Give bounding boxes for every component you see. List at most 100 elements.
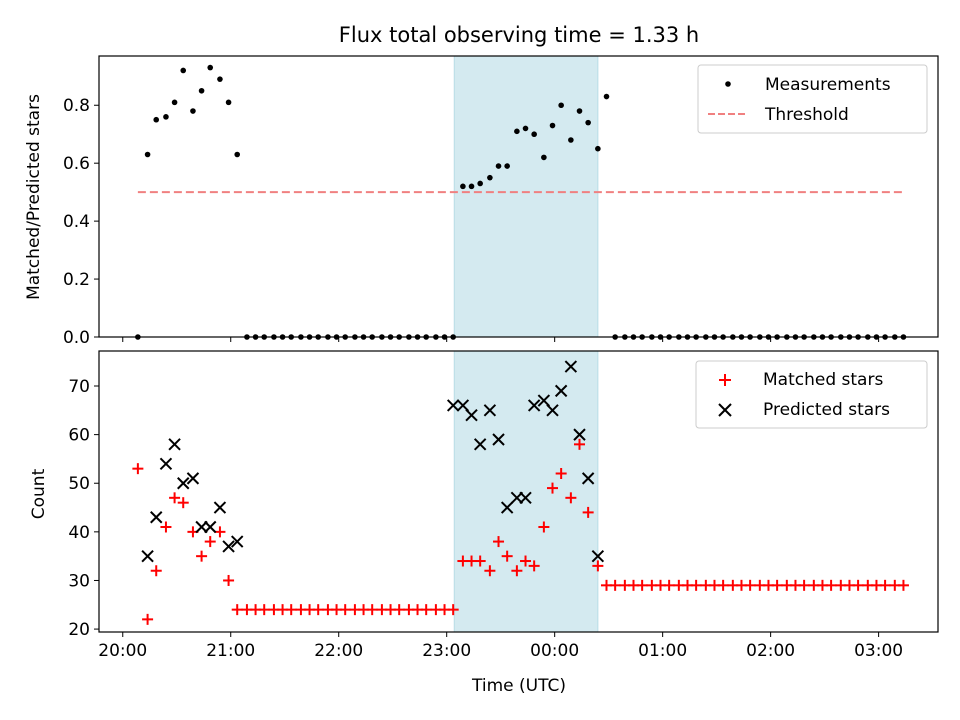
x-tick-label: 00:00 <box>530 641 579 661</box>
matched-star-point <box>825 579 837 591</box>
count-legend-box <box>695 360 928 429</box>
matched-star-point <box>663 579 675 591</box>
predicted-star-point <box>500 501 514 514</box>
y-tick-label: 60 <box>68 426 90 446</box>
predicted-star-point <box>168 438 181 451</box>
predicted-star-point <box>573 428 586 441</box>
measurement-point <box>495 163 502 169</box>
matched-star-point <box>312 604 324 616</box>
measurement-point <box>477 180 483 187</box>
y-tick-label: 0.0 <box>63 328 90 348</box>
predicted-star-point <box>213 501 227 514</box>
measurement-point <box>549 122 556 129</box>
count-shaded-interval <box>453 350 599 633</box>
x-tick-label: 22:00 <box>314 641 363 661</box>
measurement-point <box>225 99 232 106</box>
measurement-point <box>522 125 529 132</box>
matched-star-point <box>538 521 550 533</box>
matched-star-point <box>132 463 144 475</box>
measurement-point <box>217 76 223 82</box>
measurement-point <box>603 93 610 100</box>
measurement-point <box>460 183 466 190</box>
measurement-point <box>541 154 547 161</box>
predicted-star-point <box>546 404 559 417</box>
legend-measurements-label: Measurements <box>765 75 891 95</box>
matched-star-point <box>474 555 486 567</box>
predicted-star-point <box>231 535 244 548</box>
predicted-star-point <box>222 540 235 553</box>
ratio-plot-frame <box>98 55 939 338</box>
measurement-point <box>171 99 178 106</box>
matched-star-point <box>744 579 756 591</box>
matched-star-point <box>592 560 604 572</box>
matched-star-point <box>555 468 567 480</box>
matched-star-point <box>771 579 783 591</box>
matched-star-point <box>393 604 405 616</box>
x-tick-label: 21:00 <box>206 641 255 661</box>
predicted-star-point <box>186 472 200 485</box>
predicted-star-point <box>177 477 190 490</box>
matched-star-point <box>420 604 432 616</box>
matched-star-point <box>511 565 523 577</box>
ratio-panel: 0.00.20.40.60.8 Matched/Predicted stars … <box>24 55 939 348</box>
y-tick-label: 50 <box>68 474 90 494</box>
measurement-point <box>487 174 493 181</box>
measurement-point <box>198 87 205 94</box>
x-tick-label: 02:00 <box>746 641 795 661</box>
matched-star-point <box>574 438 586 450</box>
matched-star-point <box>798 579 810 591</box>
count-plot-frame <box>98 350 939 633</box>
legend-predicted-marker <box>718 403 732 417</box>
measurement-point <box>504 163 510 169</box>
measurement-point <box>153 116 160 123</box>
legend-matched-marker <box>719 374 731 386</box>
matched-star-point <box>484 565 496 577</box>
y-tick-label: 0.6 <box>63 154 90 174</box>
measurement-point <box>568 137 574 143</box>
ratio-legend: Measurements Threshold <box>697 64 928 134</box>
x-tick-label: 23:00 <box>422 641 471 661</box>
y-tick-label: 20 <box>68 620 90 640</box>
matched-star-point <box>447 604 459 616</box>
matched-star-point <box>196 550 208 562</box>
matched-star-point <box>285 604 297 616</box>
measurement-point <box>558 102 564 109</box>
ratio-axis-ticks: 0.0 0.2 0.4 0.6 0.8 <box>63 96 880 348</box>
predicted-star-point <box>159 457 173 470</box>
measurement-point <box>163 114 169 120</box>
matched-star-point <box>717 579 729 591</box>
matched-star-point <box>160 521 172 533</box>
measurement-point <box>207 64 214 71</box>
count-axis-ticks: 20:00 21:00 22:00 23:00 00:00 01:00 02:00 03:00… <box>68 377 903 661</box>
measurement-point <box>180 67 187 74</box>
y-tick-label: 0.8 <box>63 96 90 116</box>
predicted-star-point <box>492 433 505 446</box>
predicted-star-point <box>465 408 478 422</box>
predicted-star-point <box>456 399 470 412</box>
matched-star-point <box>582 506 594 518</box>
x-tick-label: 03:00 <box>854 641 903 661</box>
legend-threshold-label: Threshold <box>764 105 849 125</box>
legend-predicted-label: Predicted stars <box>763 400 890 420</box>
predicted-star-point <box>537 394 551 407</box>
matched-star-point <box>609 579 621 591</box>
predicted-star-point <box>591 549 605 563</box>
measurement-point <box>190 108 196 114</box>
y-tick-label: 40 <box>68 523 90 543</box>
x-tick-label: 20:00 <box>98 641 147 661</box>
measurement-point <box>576 108 583 114</box>
measurement-point <box>595 145 601 152</box>
predicted-star-point <box>446 399 460 412</box>
matched-star-point <box>520 555 532 567</box>
predicted-star-point <box>204 520 217 534</box>
measurement-point <box>585 119 591 126</box>
matched-star-point <box>528 560 540 572</box>
measurement-point <box>144 151 151 158</box>
measurement-point <box>234 151 241 158</box>
ratio-y-axis-title: Matched/Predicted stars <box>24 94 44 300</box>
matched-star-point <box>258 604 270 616</box>
predicted-star-point <box>527 399 541 412</box>
matched-star-point <box>493 536 505 548</box>
count-y-axis-title: Count <box>29 468 49 519</box>
